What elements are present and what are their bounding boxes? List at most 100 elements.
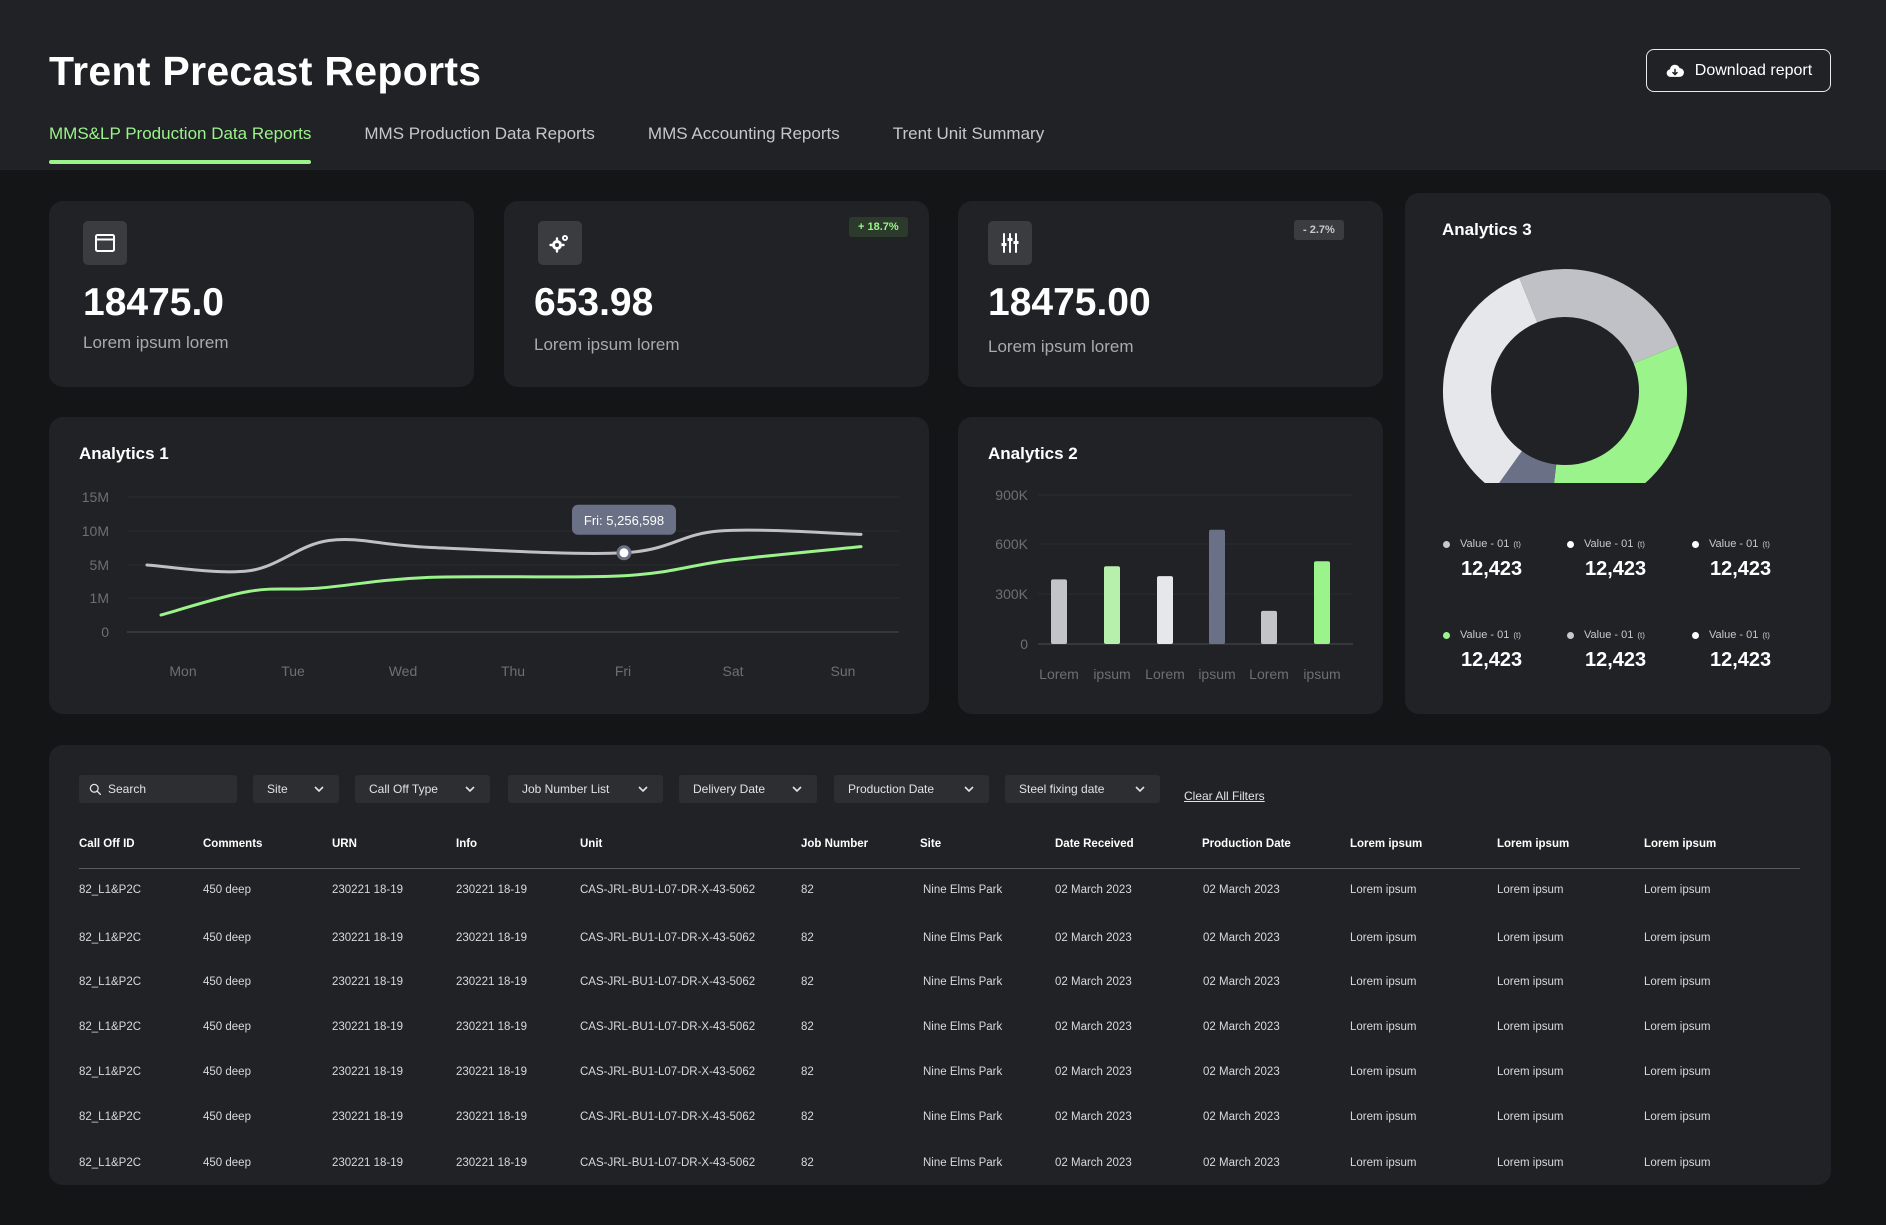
legend-dot xyxy=(1443,631,1450,639)
bar[interactable] xyxy=(1157,576,1173,644)
legend-dot xyxy=(1692,631,1699,639)
table-row[interactable]: 82_L1&P2C 450 deep 230221 18-19 230221 18-1… xyxy=(0,1066,1886,1086)
tooltip-point[interactable] xyxy=(616,545,632,561)
table-divider xyxy=(79,868,1800,869)
table-cell: 02 March 2023 xyxy=(1055,1066,1132,1078)
table-cell: 82_L1&P2C xyxy=(79,1157,142,1169)
tab-mms-accounting[interactable]: MMS Accounting Reports xyxy=(647,124,840,143)
gear-icon xyxy=(538,221,582,265)
table-row[interactable]: 82_L1&P2C 450 deep 230221 18-19 230221 18-1… xyxy=(0,1021,1886,1041)
column-header[interactable]: Call Off ID xyxy=(79,838,135,850)
table-cell: 82_L1&P2C xyxy=(79,1111,142,1123)
legend-text: Value - 01 xyxy=(1460,629,1510,641)
legend-label: Value - 01 (t) xyxy=(1567,538,1687,550)
tab-mms-lp-production[interactable]: MMS&LP Production Data Reports xyxy=(49,124,312,164)
analytics-3-title: Analytics 3 xyxy=(1442,220,1532,239)
legend-text: Value - 01 xyxy=(1584,629,1634,641)
bar[interactable] xyxy=(1261,610,1277,644)
donut-chart xyxy=(1443,269,1687,483)
chevron-down-icon xyxy=(964,786,974,793)
production-date-filter-dropdown[interactable]: Production Date xyxy=(834,775,989,803)
legend-dot xyxy=(1443,540,1450,548)
table-cell: CAS-JRL-BU1-L07-DR-X-43-5062 xyxy=(580,1066,756,1078)
table-row[interactable]: 82_L1&P2C 450 deep 230221 18-19 230221 18-1… xyxy=(0,1157,1886,1177)
column-header[interactable]: Lorem ipsum xyxy=(1350,838,1423,850)
column-header[interactable]: Site xyxy=(920,838,942,850)
column-header[interactable]: Lorem ipsum xyxy=(1497,838,1570,850)
search-icon xyxy=(89,783,102,795)
y-tick-label: 0 xyxy=(101,624,109,640)
legend-unit: (t) xyxy=(1513,539,1521,549)
chevron-down-icon xyxy=(792,786,802,793)
donut-slice[interactable] xyxy=(1519,269,1679,365)
table-cell: 82 xyxy=(801,1066,814,1078)
column-header[interactable]: Comments xyxy=(203,838,263,850)
table-row[interactable]: 82_L1&P2C 450 deep 230221 18-19 230221 18-1… xyxy=(0,932,1886,952)
legend-dot xyxy=(1567,540,1574,548)
legend-unit: (t) xyxy=(1513,630,1521,640)
table-header-row: Call Off ID Comments URN Info Unit Job N… xyxy=(0,838,1886,858)
table-cell: Lorem ipsum xyxy=(1350,1021,1417,1033)
trend-up-badge: + 18.7% xyxy=(849,217,908,237)
table-cell: 230221 18-19 xyxy=(456,1066,527,1078)
table-cell: 82 xyxy=(801,1157,814,1169)
donut-slice[interactable] xyxy=(1499,450,1558,483)
table-cell: 02 March 2023 xyxy=(1203,1111,1280,1123)
series-line-grey xyxy=(145,528,863,574)
y-tick-label: 600K xyxy=(995,536,1028,552)
call-off-type-filter-dropdown[interactable]: Call Off Type xyxy=(355,775,490,803)
table-cell: Lorem ipsum xyxy=(1350,1066,1417,1078)
donut-slice[interactable] xyxy=(1443,277,1539,483)
table-cell: 02 March 2023 xyxy=(1203,1157,1280,1169)
legend-item: Value - 01 (t) 12,423 xyxy=(1692,538,1812,581)
download-report-button[interactable]: Download report xyxy=(1646,49,1831,92)
column-header[interactable]: Info xyxy=(456,838,478,850)
column-header[interactable]: Unit xyxy=(580,838,603,850)
x-tick-label: ipsum xyxy=(1198,666,1235,682)
legend-unit: (t) xyxy=(1637,630,1645,640)
table-row[interactable]: 82_L1&P2C 450 deep 230221 18-19 230221 18-1… xyxy=(0,884,1886,904)
table-cell: Lorem ipsum xyxy=(1497,1111,1564,1123)
site-filter-dropdown[interactable]: Site xyxy=(253,775,339,803)
analytics-2-title: Analytics 2 xyxy=(988,444,1078,463)
bar[interactable] xyxy=(1209,529,1225,644)
bar[interactable] xyxy=(1314,561,1330,644)
analytics-1-card: Analytics 1 15M 10M 5M 1M 0 Mon Tue Wed Thu Fri Sa… xyxy=(49,417,929,714)
legend-dot xyxy=(1567,631,1574,639)
column-header[interactable]: Lorem ipsum xyxy=(1644,838,1717,850)
analytics-2-card: Analytics 2 900K 600K 300K 0 Lorem ipsum Lorem… xyxy=(958,417,1383,714)
table-cell: 230221 18-19 xyxy=(456,1157,527,1169)
tab-trent-unit-summary[interactable]: Trent Unit Summary xyxy=(892,124,1045,143)
column-header[interactable]: Production Date xyxy=(1202,838,1291,850)
delivery-date-filter-dropdown[interactable]: Delivery Date xyxy=(679,775,817,803)
table-cell: 82 xyxy=(801,884,814,896)
table-row[interactable]: 82_L1&P2C 450 deep 230221 18-19 230221 18-1… xyxy=(0,976,1886,996)
x-tick-label: Thu xyxy=(501,663,525,679)
legend-text: Value - 01 xyxy=(1460,538,1510,550)
cloud-download-icon xyxy=(1666,64,1684,77)
table-cell: CAS-JRL-BU1-L07-DR-X-43-5062 xyxy=(580,932,756,944)
job-number-list-filter-dropdown[interactable]: Job Number List xyxy=(508,775,663,803)
x-tick-label: Lorem xyxy=(1249,666,1289,682)
donut-slice[interactable] xyxy=(1553,345,1687,483)
column-header[interactable]: Job Number xyxy=(801,838,869,850)
x-tick-label: Sun xyxy=(831,663,856,679)
legend-value: 12,423 xyxy=(1461,649,1523,671)
legend-dot xyxy=(1692,540,1699,548)
bar[interactable] xyxy=(1051,579,1067,644)
filter-label: Delivery Date xyxy=(693,782,766,796)
bar[interactable] xyxy=(1104,566,1120,644)
table-row[interactable]: 82_L1&P2C 450 deep 230221 18-19 230221 18-1… xyxy=(0,1111,1886,1131)
steel-fixing-date-filter-dropdown[interactable]: Steel fixing date xyxy=(1005,775,1160,803)
table-cell: Lorem ipsum xyxy=(1497,1021,1564,1033)
clear-all-filters-link[interactable]: Clear All Filters xyxy=(1184,789,1265,803)
search-input[interactable]: Search xyxy=(79,775,237,803)
table-cell: 450 deep xyxy=(203,976,251,988)
table-cell: 02 March 2023 xyxy=(1055,1157,1132,1169)
tab-mms-production[interactable]: MMS Production Data Reports xyxy=(364,124,595,143)
column-header[interactable]: Date Received xyxy=(1055,838,1134,850)
legend-item: Value - 01 (t) 12,423 xyxy=(1567,629,1687,672)
table-cell: 02 March 2023 xyxy=(1055,1021,1132,1033)
column-header[interactable]: URN xyxy=(332,838,357,850)
header-bar: Trent Precast Reports Download report MM… xyxy=(0,0,1886,170)
